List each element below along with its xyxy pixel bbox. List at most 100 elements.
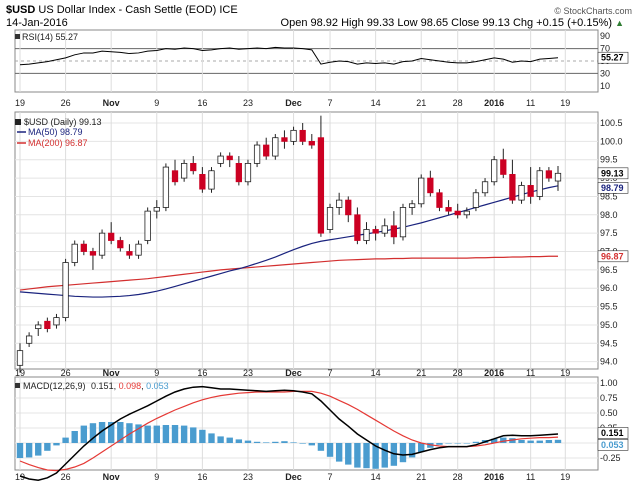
x-tick-label: 16	[197, 472, 207, 482]
candle-body	[62, 262, 69, 318]
ma200-line	[19, 255, 558, 291]
ma200-legend-label: MA(200) 96.87	[28, 138, 88, 148]
macd-hist-bar	[518, 440, 525, 443]
x-tick-label: 19	[560, 98, 570, 108]
price-tick-label: 99.5	[600, 155, 618, 165]
x-tick-label: 21	[416, 368, 426, 378]
x-tick-label: Dec	[285, 472, 302, 482]
x-tick-label: 7	[328, 368, 333, 378]
x-tick-label: 19	[560, 472, 570, 482]
candle-body	[399, 207, 407, 238]
x-tick-label: Nov	[103, 368, 120, 378]
candle-body	[509, 174, 516, 201]
x-tick-label: Nov	[103, 472, 120, 482]
x-tick-label: 21	[416, 472, 426, 482]
macd-hist-bar	[308, 443, 315, 446]
x-tick-label: 21	[416, 98, 426, 108]
macd-hist-bar	[399, 443, 407, 463]
macd-hist-bar	[62, 437, 69, 443]
candle-body	[272, 137, 279, 157]
macd-hist-bar	[490, 438, 498, 443]
x-tick-label: 2016	[484, 368, 504, 378]
rsi-tick-label: 10	[600, 81, 610, 91]
x-tick-label: 11	[526, 472, 535, 482]
candle-body	[445, 207, 452, 212]
x-tick-label: 26	[61, 472, 71, 482]
candle-body	[308, 140, 315, 146]
macd-hist-bar	[126, 423, 133, 443]
candle-body	[390, 225, 398, 238]
macd-hist-bar	[199, 429, 206, 443]
candle-body	[117, 240, 124, 249]
watermark: © StockCharts.com	[554, 6, 632, 16]
macd-legend-macd: 0.151	[91, 381, 114, 391]
macd-hist-bar	[253, 441, 261, 443]
candle-body	[126, 251, 133, 256]
candle-body	[244, 162, 252, 183]
candle-body	[199, 174, 206, 190]
x-tick-label: 7	[328, 98, 333, 108]
candle-body	[408, 203, 416, 208]
x-tick-label: 2016	[484, 98, 504, 108]
ma50-value-tag-bg	[597, 181, 629, 194]
macd-hist-bar	[107, 422, 115, 443]
macd-hist-bar	[153, 425, 160, 443]
ohlc-values: Open 98.92 High 99.33 Low 98.65 Close 99…	[280, 17, 613, 29]
ma50-legend-label: MA(50) 98.79	[28, 127, 83, 137]
macd-hist-bar	[290, 442, 297, 443]
candle-body	[536, 170, 543, 197]
macd-hist-bar	[372, 443, 379, 469]
x-tick-label: 2016	[484, 472, 504, 482]
x-tick-label: 28	[453, 98, 463, 108]
candle-body	[180, 162, 188, 179]
candle-body	[35, 324, 42, 330]
ma50-line	[19, 185, 559, 298]
candle-body	[71, 243, 78, 263]
candle-body	[135, 243, 142, 256]
rsi-value-tag: 55.27	[601, 53, 624, 63]
candle-body	[25, 335, 33, 344]
macd-hist-bar	[71, 431, 78, 443]
macd-hist-bar	[171, 425, 179, 443]
macd-hist-bar	[381, 443, 388, 468]
x-tick-label: 16	[197, 368, 207, 378]
candle-body	[226, 155, 233, 161]
candle-body	[80, 243, 87, 252]
macd-hist-bar	[80, 425, 88, 443]
symbol: $USD	[6, 4, 36, 16]
candle-body	[345, 199, 352, 216]
macd-hist-bar	[180, 425, 188, 443]
macd-hist-bar	[98, 422, 106, 443]
macd-hist-bar	[235, 439, 243, 443]
candle-body	[235, 162, 242, 183]
macd-hist-bar	[418, 443, 425, 452]
x-tick-label: 11	[526, 98, 535, 108]
candle-body	[171, 170, 179, 183]
price-tick-label: 96.5	[600, 265, 618, 275]
x-tick-label: 26	[61, 98, 71, 108]
candle-body	[363, 229, 370, 241]
candle-body	[372, 229, 379, 234]
candle-body	[500, 159, 507, 175]
x-tick-label: 14	[371, 472, 381, 482]
x-tick-label: 19	[15, 98, 25, 108]
candle-body	[491, 159, 498, 183]
candle-body	[98, 232, 106, 256]
candle-body	[153, 207, 160, 212]
x-tick-label: 19	[15, 368, 25, 378]
macd-hist-bar	[190, 427, 197, 443]
hist-value-tag: 0.053	[601, 440, 624, 450]
candle-body	[381, 225, 388, 234]
macd-hist-bar	[527, 440, 534, 443]
rsi-line	[19, 46, 559, 66]
price-tick-label: 98.5	[600, 191, 618, 201]
candle-body	[281, 137, 288, 142]
chart-title: $USD US Dollar Index - Cash Settle (EOD)…	[6, 4, 238, 16]
price-tick-label: 100.0	[600, 136, 623, 146]
macd-hist-bar	[272, 441, 279, 443]
macd-legend: MACD(12,26,9) 0.151, 0.098, 0.053	[23, 381, 169, 391]
macd-hist-bar	[208, 433, 215, 443]
candle-body	[53, 317, 60, 326]
price-tick-label: 97.5	[600, 228, 618, 238]
